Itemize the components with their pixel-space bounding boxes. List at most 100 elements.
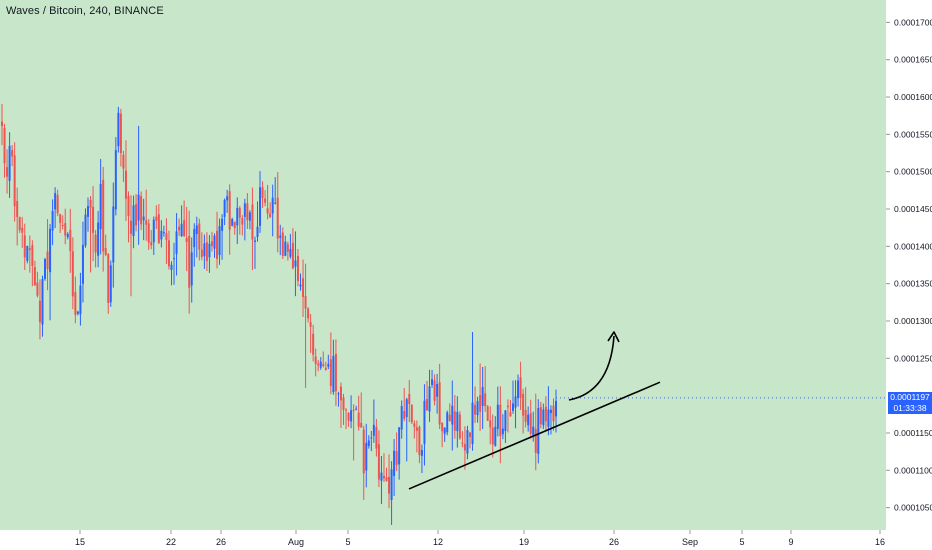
candle-body: [180, 223, 183, 237]
candle-body: [491, 427, 494, 445]
candle-body: [36, 282, 39, 296]
candle-body: [130, 220, 133, 234]
candle-body: [167, 240, 170, 267]
candle-body: [506, 405, 509, 408]
candle-body: [552, 405, 555, 422]
candle-body: [443, 427, 446, 434]
candle-body: [549, 409, 552, 414]
candle-body: [243, 203, 246, 217]
candles-layer: [1, 103, 886, 525]
candle-body: [261, 187, 264, 198]
candle-body: [44, 259, 47, 279]
candle-body: [49, 228, 52, 273]
candle-body: [137, 194, 140, 221]
candle-body: [226, 196, 229, 201]
candle-body: [458, 414, 461, 439]
candle-body: [377, 444, 380, 480]
candle-body: [16, 200, 19, 217]
candle-body: [499, 404, 502, 437]
candle-body: [403, 411, 406, 419]
candle-body: [511, 403, 514, 411]
candle-body: [312, 333, 315, 355]
candle-body: [529, 413, 532, 434]
candle-body: [501, 428, 504, 435]
candle-body: [395, 451, 398, 465]
candle-body: [205, 242, 208, 262]
candle-body: [448, 414, 451, 422]
candle-body: [446, 412, 449, 433]
candle-body: [296, 256, 299, 281]
candle-body: [514, 396, 517, 408]
candle-body: [357, 412, 360, 427]
candle-body: [271, 197, 274, 214]
candle-body: [84, 214, 87, 246]
candle-body: [509, 412, 512, 417]
candle-body: [135, 204, 138, 226]
candle-body: [87, 206, 90, 217]
candle-body: [307, 308, 310, 319]
candle-body: [76, 311, 79, 314]
candle-body: [173, 258, 176, 260]
candle-body: [390, 469, 393, 501]
candle-body: [66, 233, 69, 238]
candle-body: [238, 207, 241, 218]
candle-body: [494, 426, 497, 446]
candle-body: [1, 121, 3, 127]
candle-body: [228, 191, 231, 230]
candle-body: [420, 450, 423, 456]
candle-body: [555, 400, 557, 417]
trendline[interactable]: [408, 381, 661, 490]
time-axis[interactable]: [0, 530, 932, 550]
candle-body: [117, 112, 120, 147]
candle-body: [241, 218, 244, 225]
candle-body: [198, 223, 201, 250]
candle-body: [370, 437, 373, 439]
candle-body: [155, 216, 158, 221]
candle-body: [54, 193, 57, 210]
candle-body: [539, 407, 542, 425]
price-axis[interactable]: [886, 0, 932, 530]
candle-body: [329, 359, 332, 386]
candle-body: [18, 217, 21, 231]
candle-body: [114, 150, 117, 210]
candle-body: [372, 424, 375, 436]
candle-body: [183, 220, 186, 236]
candle-body: [522, 393, 525, 416]
candle-body: [26, 246, 29, 261]
candle-body: [534, 428, 537, 453]
candle-body: [486, 406, 489, 421]
candle-body: [471, 402, 474, 444]
candle-body: [64, 223, 67, 236]
candle-body: [362, 429, 365, 474]
candle-body: [246, 203, 249, 221]
candle-body: [281, 232, 284, 256]
candle-body: [405, 399, 408, 417]
candle-body: [496, 404, 499, 429]
candle-body: [408, 394, 411, 404]
candle-body: [375, 427, 378, 449]
candle-body: [393, 450, 396, 476]
candle-body: [46, 251, 49, 270]
candle-body: [178, 226, 181, 231]
last-price-label: 0.0001197: [890, 391, 930, 402]
candle-body: [13, 155, 16, 207]
candle-body: [259, 187, 262, 227]
candle-body: [89, 200, 92, 209]
candle-body: [104, 247, 107, 255]
candle-body: [28, 248, 31, 251]
candle-body: [400, 406, 403, 430]
candle-body: [474, 404, 477, 415]
chart-title: Waves / Bitcoin, 240, BINANCE: [6, 5, 164, 17]
candle-body: [279, 235, 282, 238]
candle-body: [208, 243, 211, 258]
candle-body: [304, 296, 307, 309]
candle-body: [71, 251, 74, 297]
candle-body: [79, 285, 82, 315]
arrow-head-icon: [607, 331, 620, 343]
candle-body: [188, 236, 191, 288]
candle-body: [8, 145, 11, 181]
candle-body: [334, 353, 337, 392]
curved-arrow[interactable]: [568, 335, 615, 401]
